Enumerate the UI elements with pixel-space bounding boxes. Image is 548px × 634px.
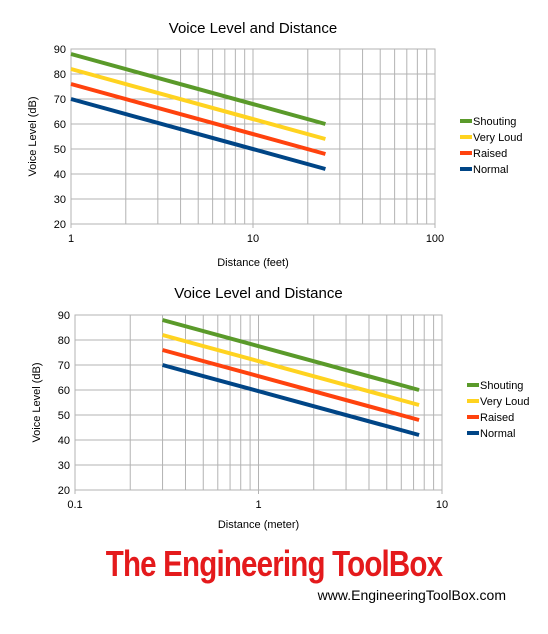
y-tick-label: 70 [58, 360, 70, 372]
y-tick-label: 20 [54, 219, 66, 231]
x-tick-label: 100 [426, 233, 444, 245]
series-line-shouting [70, 52, 326, 126]
series-line-normal [162, 363, 420, 437]
chart-title: Voice Level and Distance [169, 20, 337, 37]
chart-meter: Voice Level and Distance 20 30 40 50 60 70 80 90… [31, 285, 530, 531]
legend-label: Raised [473, 148, 507, 160]
y-tick-label: 50 [58, 410, 70, 422]
y-tick-label: 30 [54, 194, 66, 206]
x-tick-label: 10 [247, 233, 259, 245]
x-tick-label: 1 [255, 499, 261, 511]
x-tick-label: 10 [436, 499, 448, 511]
legend-label: Very Loud [480, 396, 530, 408]
y-tick-label: 60 [54, 119, 66, 131]
y-tick-label: 70 [54, 94, 66, 106]
chart-title: Voice Level and Distance [174, 285, 342, 302]
series-line-very-loud [70, 67, 326, 141]
y-tick-label: 20 [58, 485, 70, 497]
engineering-toolbox-logo: The Engineering ToolBox [105, 543, 443, 584]
plot-border [74, 314, 443, 491]
y-tick-label: 40 [58, 435, 70, 447]
series-line-very-loud [162, 333, 420, 407]
legend-label: Shouting [473, 116, 516, 128]
x-tick-label: 0.1 [67, 499, 82, 511]
y-tick-label: 90 [54, 44, 66, 56]
engineering-toolbox-url[interactable]: www.EngineeringToolBox.com [317, 587, 506, 603]
legend-label: Very Loud [473, 132, 523, 144]
y-axis-label: Voice Level (dB) [31, 362, 43, 442]
series-line-raised [70, 82, 326, 156]
y-tick-label: 90 [58, 310, 70, 322]
legend-label: Normal [473, 164, 508, 176]
legend-label: Raised [480, 412, 514, 424]
y-axis-label: Voice Level (dB) [27, 96, 39, 176]
series-line-raised [162, 348, 420, 422]
x-axis-label: Distance (feet) [217, 257, 289, 269]
chart-feet: Voice Level and Distance 20 30 40 50 60 70 80 90… [27, 20, 523, 269]
y-tick-label: 80 [54, 69, 66, 81]
y-tick-label: 30 [58, 460, 70, 472]
plot-border [70, 48, 436, 225]
y-tick-label: 80 [58, 335, 70, 347]
series-line-shouting [162, 318, 420, 392]
legend-label: Normal [480, 428, 515, 440]
y-tick-label: 40 [54, 169, 66, 181]
series-line-normal [70, 97, 326, 171]
x-tick-label: 1 [68, 233, 74, 245]
x-axis-label: Distance (meter) [218, 519, 299, 531]
y-tick-label: 50 [54, 144, 66, 156]
legend-label: Shouting [480, 380, 523, 392]
y-tick-label: 60 [58, 385, 70, 397]
